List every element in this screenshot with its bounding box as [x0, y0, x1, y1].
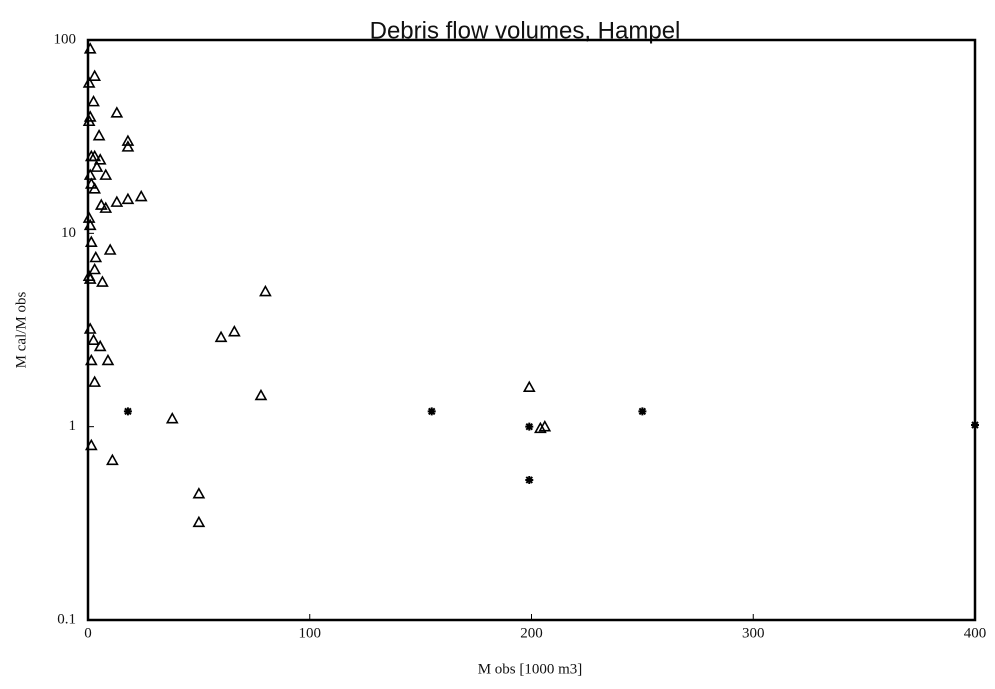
- triangle-point: [84, 353, 98, 366]
- triangle-point: [103, 243, 117, 255]
- triangle-point: [93, 339, 107, 352]
- triangle-point: [83, 110, 97, 122]
- triangle-point: [83, 272, 97, 284]
- asterisk-point: [525, 422, 534, 431]
- triangle-point: [101, 353, 115, 366]
- triangle-point: [84, 235, 98, 247]
- triangle-point: [121, 140, 135, 152]
- asterisk-point: [525, 475, 534, 484]
- triangle-point: [134, 189, 148, 202]
- asterisk-point: [971, 421, 979, 430]
- triangle-point: [110, 106, 124, 118]
- triangle-point: [90, 160, 104, 172]
- y-tick-label: 10: [61, 225, 76, 241]
- triangle-point: [259, 284, 272, 297]
- triangle-point: [538, 420, 552, 432]
- asterisk-point: [638, 407, 647, 416]
- triangle-point: [93, 153, 107, 165]
- triangle-point: [254, 388, 268, 401]
- triangle-point: [82, 76, 96, 88]
- triangle-point: [88, 149, 102, 162]
- asterisk-point: [123, 407, 132, 416]
- triangle-point: [227, 325, 241, 337]
- triangle-point: [83, 322, 97, 334]
- x-tick-label: 300: [742, 625, 765, 641]
- triangle-point: [534, 421, 547, 434]
- triangle-point: [88, 182, 102, 194]
- y-tick-label: 100: [54, 31, 77, 47]
- triangle-point: [192, 487, 206, 499]
- x-tick-label: 100: [299, 625, 322, 641]
- triangle-point: [94, 198, 108, 210]
- triangle-point: [88, 262, 102, 275]
- triangle-point: [214, 330, 228, 343]
- x-axis-label: M obs [1000 m3]: [478, 661, 583, 677]
- plot-frame: [86, 38, 977, 622]
- triangle-point: [99, 201, 113, 213]
- triangle-point: [84, 438, 98, 451]
- triangle-point: [99, 168, 113, 180]
- triangle-point: [106, 453, 119, 466]
- triangle-point: [83, 218, 97, 231]
- triangle-point: [89, 250, 103, 263]
- triangle-point: [110, 195, 124, 207]
- triangle-point: [83, 168, 97, 180]
- y-tick-label: 0.1: [57, 611, 76, 627]
- triangle-point: [165, 412, 179, 424]
- triangle-point: [121, 192, 135, 205]
- x-tick-label: 400: [964, 625, 987, 641]
- triangle-point: [84, 177, 98, 189]
- triangle-point: [92, 129, 106, 141]
- triangle-point: [522, 380, 536, 393]
- asterisk-point: [427, 407, 436, 416]
- triangle-point: [87, 333, 100, 346]
- triangle-point: [192, 515, 206, 528]
- triangle-point: [88, 375, 102, 387]
- triangle-point: [82, 114, 96, 127]
- y-axis-label: M cal/M obs: [13, 292, 29, 369]
- triangle-point: [88, 69, 102, 81]
- triangle-point: [96, 275, 109, 287]
- triangle-point: [87, 94, 100, 107]
- triangle-point: [121, 134, 135, 146]
- triangle-point: [83, 42, 97, 54]
- y-tick-label: 1: [69, 418, 77, 434]
- x-tick-label: 200: [520, 625, 543, 641]
- x-tick-label: 0: [84, 625, 92, 641]
